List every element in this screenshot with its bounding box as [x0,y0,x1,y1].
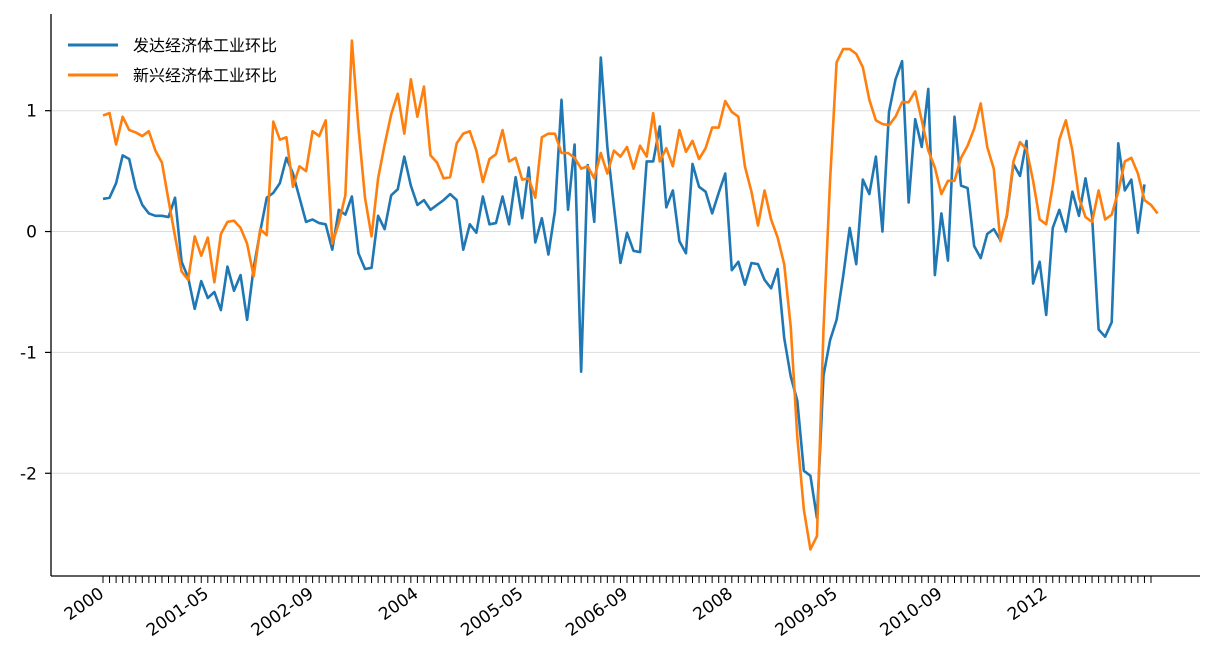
legend-label-emerging: 新兴经济体工业环比 [133,66,277,85]
y-tick-label: 1 [26,102,37,122]
x-tick-label: 2006-09 [562,584,632,641]
legend-label-developed: 发达经济体工业环比 [133,36,277,55]
y-tick-label: 0 [26,223,37,243]
x-tick-label: 2010-09 [877,584,947,641]
axes [50,14,1200,577]
x-tick-label: 2002-09 [248,584,318,641]
x-tick-label: 2005-05 [457,584,527,641]
series-layer [102,39,1159,551]
series-line-0 [102,56,1146,520]
x-tick-label: 2009-05 [772,584,842,641]
series-line-1 [102,39,1159,551]
y-tick-label: -1 [20,343,37,363]
x-tick-label: 2001-05 [143,584,213,641]
x-tick-label: 2004 [375,584,422,625]
x-ticks: 2000 2001-05 2002-09 2004 2005-05 2006-09 2008… [61,576,1152,641]
x-tick-label: 2008 [690,584,737,625]
legend: 发达经济体工业环比 新兴经济体工业环比 [68,36,277,85]
x-tick-label: 2012 [1004,584,1051,625]
y-ticks: 1 0 -1 -2 [20,102,51,484]
x-tick-label: 2000 [61,584,108,625]
y-tick-label: -2 [20,464,37,484]
